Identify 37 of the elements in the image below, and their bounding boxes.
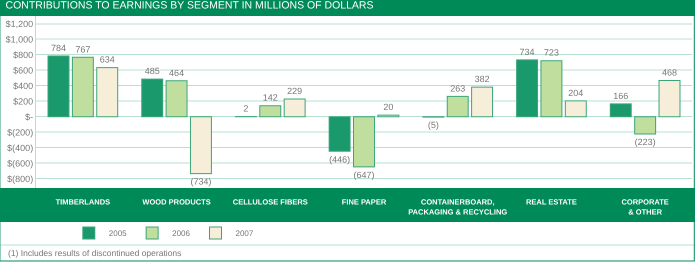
data-label: 485 — [144, 66, 160, 76]
data-label: 784 — [50, 42, 66, 53]
y-tick-label: $(600) — [7, 158, 34, 168]
y-tick-label: $1,200 — [6, 18, 34, 29]
data-label: 142 — [262, 92, 278, 103]
data-label: 2 — [243, 104, 248, 114]
data-label: 166 — [613, 90, 628, 101]
data-label: 263 — [450, 83, 466, 94]
y-tick-label: $800 — [13, 50, 34, 60]
y-tick-label: $400 — [13, 80, 34, 91]
y-tick-label: $600 — [13, 65, 34, 76]
data-label: 464 — [169, 68, 184, 78]
data-label: 767 — [75, 44, 90, 54]
data-label: 204 — [568, 88, 584, 98]
data-label: (647) — [354, 170, 374, 180]
legend-label: 2005 — [108, 229, 128, 238]
data-label: 734 — [520, 46, 535, 57]
legend-label: 2006 — [172, 229, 190, 238]
data-label: (446) — [329, 154, 350, 164]
chart-title: CONTRIBUTIONS TO EARNINGS BY SEGMENT IN MILLIONS OF DOLLARS — [6, 0, 374, 12]
data-label: (5) — [428, 120, 439, 130]
legend-label: 2007 — [235, 229, 254, 238]
y-tick-label: $(400) — [7, 142, 34, 153]
data-label: 20 — [383, 102, 394, 112]
text: (1) Includes results of discontinued operations — [8, 248, 182, 258]
data-label: 382 — [474, 74, 490, 84]
y-tick-label: $(200) — [7, 127, 34, 138]
y-tick-label: $- — [25, 112, 34, 122]
y-tick-label: $(800) — [7, 174, 34, 184]
data-label: 634 — [100, 54, 115, 65]
data-label: (734) — [190, 176, 212, 187]
y-tick-label: $200 — [13, 96, 34, 106]
data-label: 723 — [544, 48, 559, 58]
data-label: (223) — [634, 136, 656, 147]
data-label: 468 — [662, 67, 678, 78]
data-label: 229 — [287, 86, 302, 96]
y-tick-label: $1,000 — [6, 34, 34, 44]
